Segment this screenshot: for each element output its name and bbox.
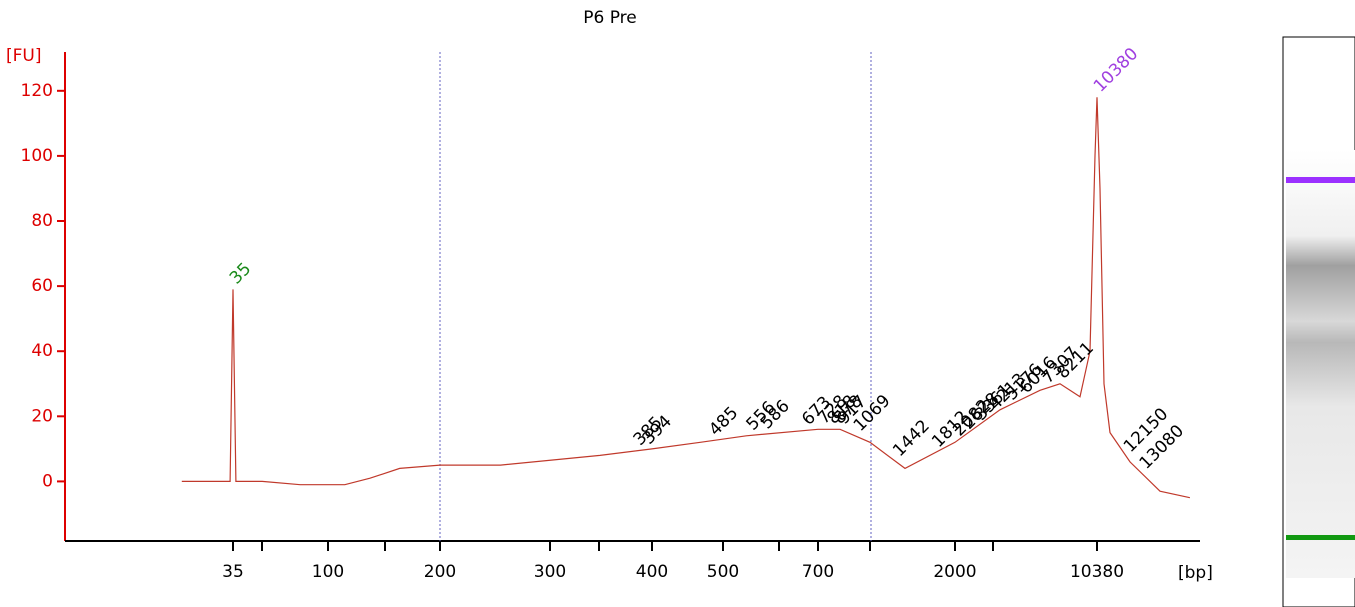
y-tick-label: 60 (31, 276, 53, 296)
y-axis-label: [FU] (6, 46, 42, 66)
y-tick-label: 0 (42, 471, 53, 491)
peak-label: 35 (226, 259, 255, 288)
y-tick-label: 120 (21, 81, 53, 101)
x-axis-label: [bp] (1178, 563, 1213, 583)
y-tick-label: 40 (31, 341, 53, 361)
peak-label: 485 (705, 403, 742, 440)
x-tick-label: 700 (802, 562, 834, 582)
trace (181, 97, 1191, 499)
x-tick-label: 10380 (1070, 562, 1124, 582)
x-tick-label: 300 (534, 562, 566, 582)
gel-lane (1282, 36, 1355, 607)
x-tick-label: 35 (222, 562, 244, 582)
y-tick-label: 80 (31, 211, 53, 231)
chart-title: P6 Pre (583, 8, 637, 28)
x-tick-label: 100 (312, 562, 344, 582)
peak-label: 1442 (889, 416, 934, 461)
x-tick-label: 400 (636, 562, 668, 582)
x-tick-label: 2000 (933, 562, 976, 582)
y-tick-label: 20 (31, 406, 53, 426)
y-tick-label: 100 (21, 146, 53, 166)
peak-label: 10380 (1090, 44, 1142, 96)
unlabeled-ticks (261, 541, 994, 551)
x-tick-label: 200 (424, 562, 456, 582)
x-tick-label: 500 (707, 562, 739, 582)
